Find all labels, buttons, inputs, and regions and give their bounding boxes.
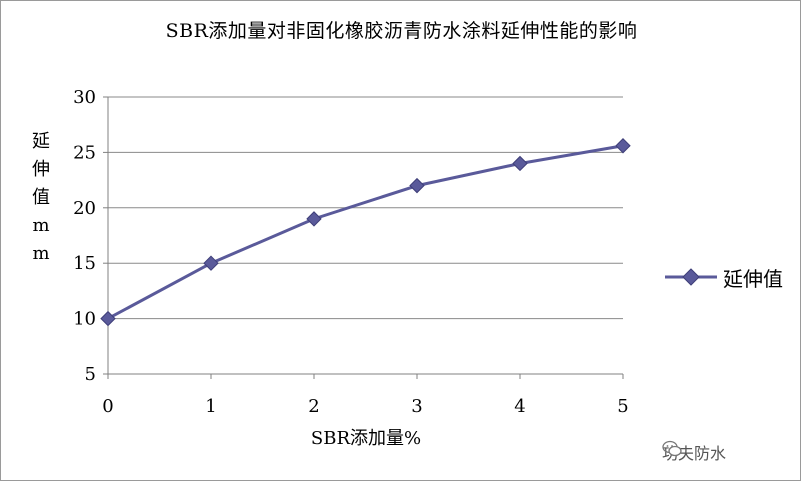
- data-point-3: [409, 177, 425, 194]
- x-tick-labels: 0 1 2 3 4 5: [102, 396, 628, 417]
- y-axis-label: 延伸值mm: [32, 131, 50, 264]
- x-tick-label-1: 1: [205, 396, 216, 417]
- data-point-1: [203, 255, 219, 271]
- legend-label: 延伸值: [723, 266, 783, 291]
- data-point-0: [100, 310, 116, 327]
- legend-marker: [665, 265, 717, 289]
- x-tick-label-0: 0: [102, 396, 113, 417]
- y-tick-label-1: 10: [73, 309, 96, 330]
- y-tick-label-4: 25: [73, 142, 96, 163]
- chart-title: SBR添加量对非固化橡胶沥青防水涂料延伸性能的影响: [165, 20, 638, 42]
- y-tick-label-3: 20: [73, 198, 96, 219]
- x-tick-label-3: 3: [411, 396, 422, 417]
- x-tick-label-5: 5: [617, 396, 628, 417]
- x-tick-label-4: 4: [514, 396, 525, 417]
- axes: [103, 96, 624, 379]
- series-line-0: [107, 144, 624, 320]
- y-tick-label-2: 15: [73, 253, 96, 274]
- y-tick-labels: 5 10 15 20 25 30: [73, 87, 96, 385]
- x-tick-label-2: 2: [308, 396, 319, 417]
- gridlines: [108, 96, 623, 320]
- y-tick-label-5: 30: [73, 87, 96, 108]
- series-group: [100, 138, 631, 327]
- data-point-4: [512, 155, 528, 172]
- wechat-icon: [662, 440, 682, 457]
- x-axis-label: SBR添加量%: [310, 428, 422, 449]
- data-point-2: [306, 211, 322, 227]
- legend: 延伸值: [665, 262, 783, 292]
- watermark: 功夫防水: [662, 440, 726, 464]
- y-tick-label-0: 5: [85, 364, 96, 385]
- data-point-5: [615, 138, 631, 154]
